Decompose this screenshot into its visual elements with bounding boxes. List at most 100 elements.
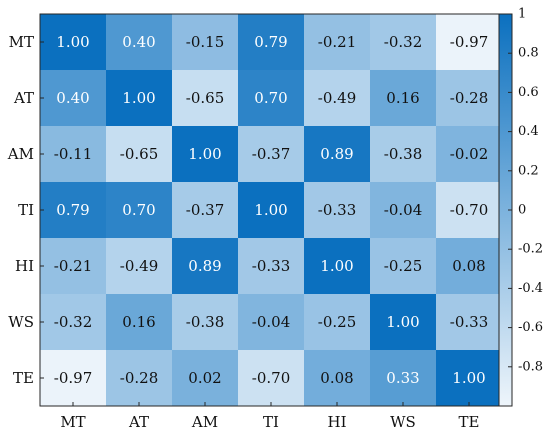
heatmap-cell [304,14,370,70]
cell-value-label: -0.15 [186,33,224,51]
heatmap-cell [370,294,436,350]
cell-value-label: 0.89 [320,145,353,163]
heatmap-cell [436,70,502,126]
heatmap-cell [304,126,370,182]
cell-value-label: -0.70 [450,201,488,219]
cell-value-label: 0.40 [122,33,155,51]
colorbar-tick-label: -0.8 [518,359,543,374]
heatmap-cell [172,70,238,126]
cell-value-label: -0.11 [54,145,92,163]
cell-value-label: -0.70 [252,369,290,387]
heatmap-cell [370,126,436,182]
cell-value-label: 0.08 [452,257,485,275]
heatmap-cell [238,238,304,294]
column-tick-label: TE [459,413,480,431]
heatmap-cell [370,350,436,406]
cell-value-label: -0.97 [54,369,92,387]
colorbar-tick-label: 0.6 [518,85,539,100]
heatmap-cell [172,238,238,294]
cell-value-label: -0.33 [450,313,488,331]
cell-value-label: -0.37 [186,201,224,219]
row-tick-label: HI [15,257,34,275]
cell-value-label: 0.70 [122,201,155,219]
colorbar-tick-label: 0.8 [518,46,539,61]
heatmap-cell [238,350,304,406]
heatmap-cell [106,70,172,126]
column-tick-label: AM [191,413,218,431]
heatmap-cell [106,182,172,238]
colorbar-tick-label: -0.4 [518,281,543,296]
heatmap-cell [436,294,502,350]
colorbar-tick-label: 0.4 [518,124,539,139]
heatmap-axes: MT AT AM TI HI WS TE MT AT AM TI HI WS TE [7,13,503,431]
cell-value-label: -0.33 [252,257,290,275]
heatmap-cell [436,126,502,182]
cell-value-label: -0.37 [252,145,290,163]
heatmap-cell [304,238,370,294]
cell-value-label: 0.08 [320,369,353,387]
heatmap-cell [106,126,172,182]
cell-value-label: 0.33 [386,369,419,387]
cell-value-label: -0.25 [318,313,356,331]
heatmap-cell-labels: 1.00 0.40 -0.15 0.79 -0.21 -0.32 -0.97 0.40 1.00… [54,33,488,387]
cell-value-label: 0.79 [254,33,287,51]
heatmap-cell [370,182,436,238]
row-tick-label: TE [13,369,34,387]
cell-value-label: 1.00 [452,369,485,387]
heatmap-cell [304,70,370,126]
heatmap-cell [436,182,502,238]
column-tick-label: MT [60,413,85,431]
cell-value-label: 1.00 [188,145,221,163]
row-tick-label: MT [9,33,34,51]
cell-value-label: 1.00 [254,201,287,219]
heatmap-cell [370,14,436,70]
cell-value-label: 1.00 [56,33,89,51]
heatmap-cell [172,182,238,238]
cell-value-label: -0.65 [120,145,158,163]
heatmap-cell [106,14,172,70]
heatmap-cell [40,294,106,350]
heatmap-cell [106,294,172,350]
cell-value-label: -0.38 [384,145,422,163]
row-tick-label: AM [7,145,34,163]
cell-value-label: -0.97 [450,33,488,51]
cell-value-label: -0.28 [120,369,158,387]
cell-value-label: -0.02 [450,145,488,163]
cell-value-label: -0.04 [384,201,422,219]
column-tick-label: AT [128,413,149,431]
colorbar-tick-label: 0.2 [518,163,539,178]
heatmap-cells [40,14,502,406]
heatmap-cell [436,350,502,406]
cell-value-label: 1.00 [386,313,419,331]
heatmap-cell [172,294,238,350]
heatmap-cell [40,126,106,182]
cell-value-label: -0.32 [54,313,92,331]
heatmap-cell [238,182,304,238]
heatmap-cell [40,70,106,126]
heatmap-cell [304,182,370,238]
row-tick-label: WS [8,313,34,331]
colorbar-tick-label: -0.6 [518,320,543,335]
cell-value-label: 0.16 [122,313,155,331]
colorbar-tick-label: -0.2 [518,242,543,257]
row-tick-label: TI [18,201,34,219]
heatmap-cell [106,238,172,294]
heatmap-cell [40,182,106,238]
cell-value-label: -0.25 [384,257,422,275]
cell-value-label: -0.65 [186,89,224,107]
heatmap-cell [172,126,238,182]
heatmap-cell [40,350,106,406]
heatmap-cell [238,70,304,126]
cell-value-label: 0.40 [56,89,89,107]
cell-value-label: -0.28 [450,89,488,107]
heatmap-cell [172,14,238,70]
row-tick-label: AT [13,89,34,107]
cell-value-label: -0.49 [318,89,356,107]
column-tick-label: HI [327,413,346,431]
cell-value-label: 1.00 [320,257,353,275]
colorbar-tick-label: 0 [518,203,526,218]
heatmap-cell [238,14,304,70]
heatmap-cell [238,126,304,182]
cell-value-label: 0.89 [188,257,221,275]
